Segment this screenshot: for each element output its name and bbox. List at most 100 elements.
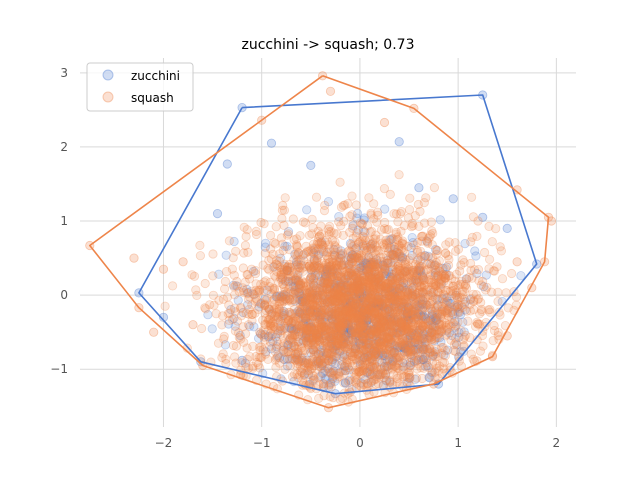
zucchini-point — [354, 331, 364, 341]
zucchini-point — [423, 251, 433, 261]
x-tick-label: −1 — [253, 436, 271, 450]
squash-point — [243, 294, 254, 304]
zucchini-point — [331, 341, 341, 351]
zucchini-point — [337, 325, 347, 335]
zucchini-point — [354, 318, 364, 328]
zucchini-point — [317, 290, 328, 300]
squash-point — [222, 292, 233, 302]
zucchini-point — [314, 311, 324, 321]
zucchini-point — [389, 285, 399, 295]
zucchini-point — [418, 311, 428, 321]
zucchini-point — [345, 325, 355, 336]
zucchini-point — [329, 311, 340, 321]
zucchini-point — [395, 319, 406, 329]
zucchini-point — [405, 360, 415, 371]
zucchini-point — [400, 340, 410, 350]
zucchini-point — [388, 288, 398, 298]
zucchini-point — [374, 369, 384, 380]
zucchini-point — [365, 259, 376, 269]
zucchini-point — [299, 297, 309, 307]
zucchini-point — [323, 364, 333, 374]
zucchini-point — [345, 252, 355, 262]
zucchini-point — [378, 350, 388, 361]
zucchini-point — [394, 341, 404, 351]
zucchini-point — [359, 312, 369, 322]
zucchini-point — [470, 246, 480, 256]
zucchini-point — [450, 322, 460, 332]
squash-point — [297, 276, 307, 286]
zucchini-point — [293, 355, 304, 365]
zucchini-point — [260, 330, 270, 340]
zucchini-point — [288, 281, 298, 292]
zucchini-point — [359, 328, 370, 338]
zucchini-point — [324, 261, 334, 272]
zucchini-point — [203, 310, 213, 320]
zucchini-point — [336, 260, 346, 270]
squash-point — [439, 297, 449, 308]
zucchini-point — [378, 260, 388, 270]
zucchini-point — [418, 333, 428, 344]
zucchini-point — [327, 314, 337, 324]
zucchini-point — [447, 307, 458, 317]
zucchini-point — [346, 326, 357, 336]
zucchini-point — [320, 324, 331, 334]
squash-point — [300, 218, 310, 228]
zucchini-point — [387, 249, 397, 259]
zucchini-point — [290, 249, 300, 259]
y-tick-label: −1 — [50, 362, 68, 376]
zucchini-point — [291, 260, 301, 270]
squash-point — [292, 250, 303, 260]
squash-point — [434, 361, 445, 371]
zucchini-point — [326, 267, 336, 278]
zucchini-point — [379, 315, 389, 325]
zucchini-point — [373, 321, 383, 331]
zucchini-point — [345, 238, 355, 249]
zucchini-point — [374, 277, 384, 287]
zucchini-point — [266, 344, 277, 354]
squash-point — [440, 248, 451, 258]
zucchini-point — [355, 256, 365, 266]
squash-point — [326, 281, 336, 291]
zucchini-point — [349, 267, 359, 277]
zucchini-point — [305, 304, 316, 315]
zucchini-point — [348, 283, 358, 293]
squash-point — [411, 296, 422, 306]
zucchini-point — [345, 324, 355, 334]
squash-point — [403, 241, 413, 252]
zucchini-point — [280, 294, 291, 304]
y-tick-label: 3 — [60, 66, 68, 80]
zucchini-point — [364, 330, 374, 340]
squash-point — [421, 193, 431, 203]
squash-point — [394, 170, 404, 180]
zucchini-point — [438, 263, 448, 273]
squash-point — [453, 317, 463, 327]
zucchini-point — [392, 323, 402, 333]
zucchini-point — [412, 301, 423, 311]
zucchini-point — [387, 269, 397, 279]
zucchini-point — [406, 328, 417, 338]
zucchini-point — [336, 328, 347, 338]
zucchini-point — [372, 309, 382, 319]
zucchini-point — [330, 310, 340, 320]
zucchini-point — [360, 213, 370, 223]
zucchini-point — [366, 243, 376, 253]
zucchini-point — [313, 357, 323, 367]
squash-point — [254, 287, 264, 298]
zucchini-point — [361, 340, 372, 350]
squash-point — [288, 214, 298, 224]
zucchini-point — [410, 374, 420, 384]
zucchini-point — [442, 292, 452, 303]
zucchini-point — [356, 283, 366, 293]
zucchini-point — [316, 345, 326, 355]
zucchini-point — [336, 333, 346, 344]
zucchini-point — [389, 347, 399, 357]
squash-point — [271, 222, 281, 232]
zucchini-point — [372, 326, 382, 337]
zucchini-point — [355, 326, 365, 336]
zucchini-point — [420, 361, 431, 371]
zucchini-point — [458, 346, 469, 356]
zucchini-point — [362, 320, 372, 331]
squash-point — [375, 252, 385, 262]
zucchini-point — [341, 280, 351, 290]
